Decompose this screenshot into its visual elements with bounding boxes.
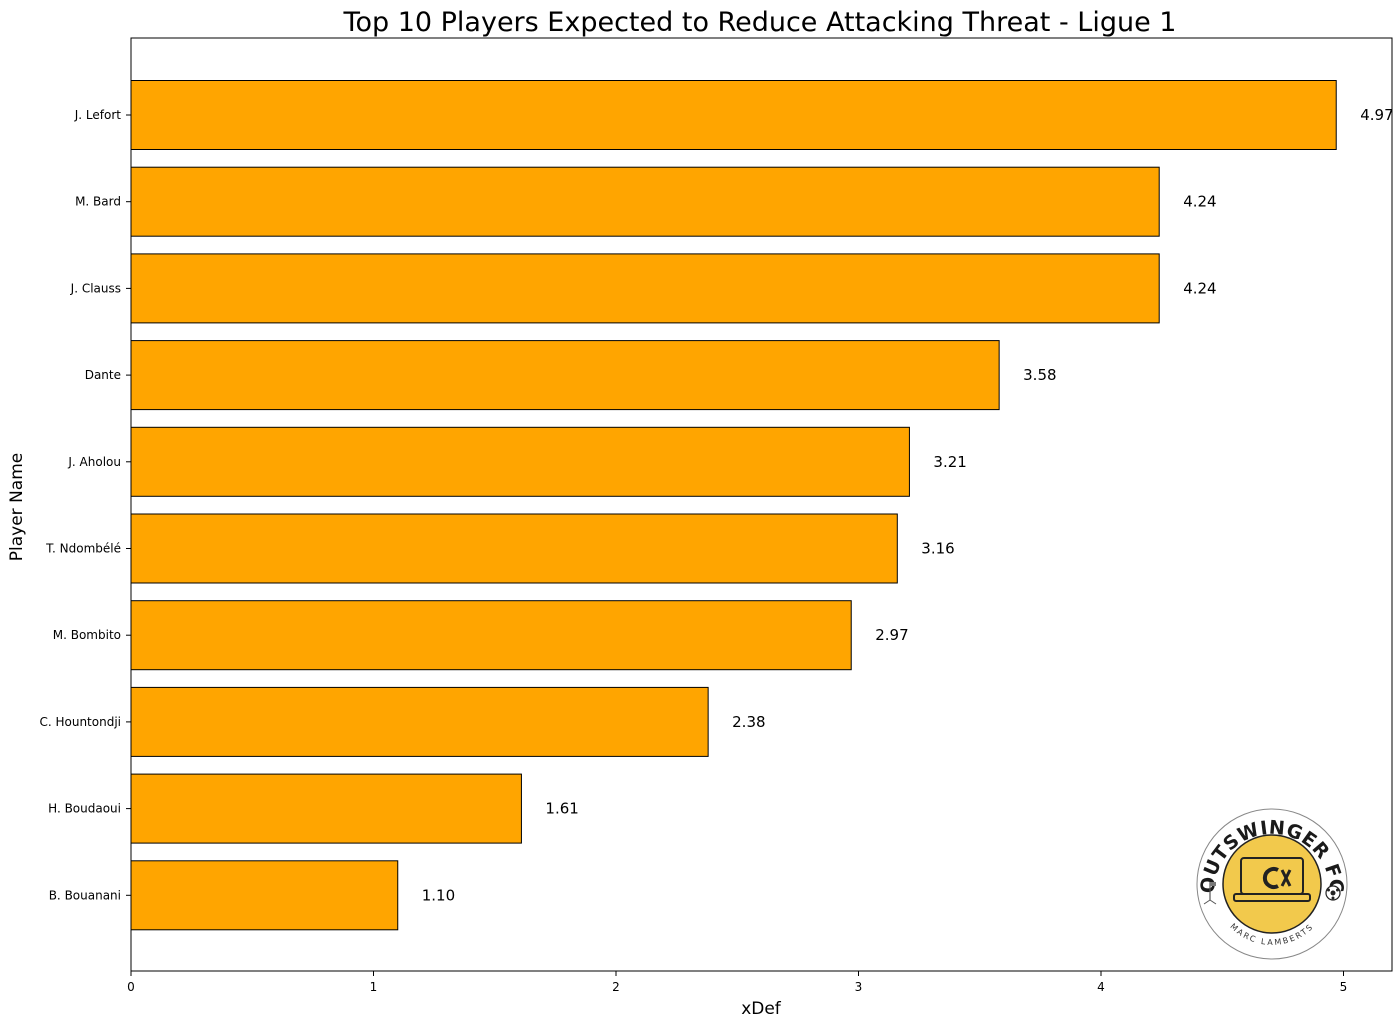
- bar: [130, 426, 910, 497]
- bar: [130, 860, 399, 931]
- outswinger-fc-logo: OUTSWINGER FC MARC LAMBERTS: [1196, 808, 1348, 960]
- laptop-icon: [1233, 857, 1311, 902]
- bar: [130, 253, 1160, 324]
- bar: [130, 773, 522, 844]
- x-tick-label: 4: [1097, 980, 1105, 994]
- bar-value-label: 2.38: [732, 713, 765, 731]
- y-tick-label: M. Bard: [75, 195, 121, 209]
- bar: [130, 340, 1000, 411]
- y-tick-label: H. Boudaoui: [48, 802, 121, 816]
- x-axis-label: xDef: [741, 999, 782, 1019]
- bar-value-label: 1.10: [422, 886, 455, 904]
- bar-value-label: 3.16: [921, 540, 954, 558]
- y-tick-label: C. Hountondji: [39, 715, 121, 729]
- y-tick-label: J. Aholou: [67, 455, 121, 469]
- y-tick-label: J. Clauss: [70, 281, 121, 295]
- bars-group: [130, 80, 1337, 931]
- y-tick-label: T. Ndombélé: [45, 542, 121, 556]
- bar-value-label: 2.97: [875, 626, 908, 644]
- bar-value-label: 4.24: [1183, 193, 1216, 211]
- corner-flag-icon: [1203, 882, 1217, 905]
- x-tick-label: 1: [370, 980, 378, 994]
- bar-value-label: 3.21: [933, 453, 966, 471]
- y-tick-label: J. Lefort: [74, 108, 122, 122]
- chart-title: Top 10 Players Expected to Reduce Attack…: [343, 7, 1177, 38]
- football-icon: [1325, 885, 1341, 901]
- y-tick-label: Dante: [85, 368, 121, 382]
- bar: [130, 80, 1337, 150]
- bar-value-label: 3.58: [1023, 366, 1056, 384]
- bar: [130, 513, 898, 584]
- y-tick-label: B. Bouanani: [49, 888, 121, 902]
- y-axis-label: Player Name: [7, 453, 27, 561]
- bar-value-label: 4.24: [1183, 279, 1216, 297]
- bar-value-label: 1.61: [545, 800, 578, 818]
- bar: [130, 166, 1160, 237]
- x-tick-label: 5: [1340, 980, 1348, 994]
- bar-value-label: 4.97: [1360, 106, 1393, 124]
- x-tick-label: 2: [612, 980, 620, 994]
- y-tick-label: M. Bombito: [53, 628, 121, 642]
- x-tick-label: 3: [855, 980, 863, 994]
- x-axis-ticks: 0 1 2 3 4 5: [127, 971, 1347, 994]
- bar: [130, 686, 709, 757]
- bar: [130, 600, 852, 671]
- y-axis-ticks: J. Lefort M. Bard J. Clauss Dante J. Aholou T…: [39, 108, 131, 902]
- value-labels-group: 4.97 4.24 4.24 3.58 3.21 3.16 2.97 2.38 1.61 1.10: [422, 106, 1394, 904]
- x-tick-label: 0: [127, 980, 135, 994]
- plot-frame: [130, 37, 1393, 972]
